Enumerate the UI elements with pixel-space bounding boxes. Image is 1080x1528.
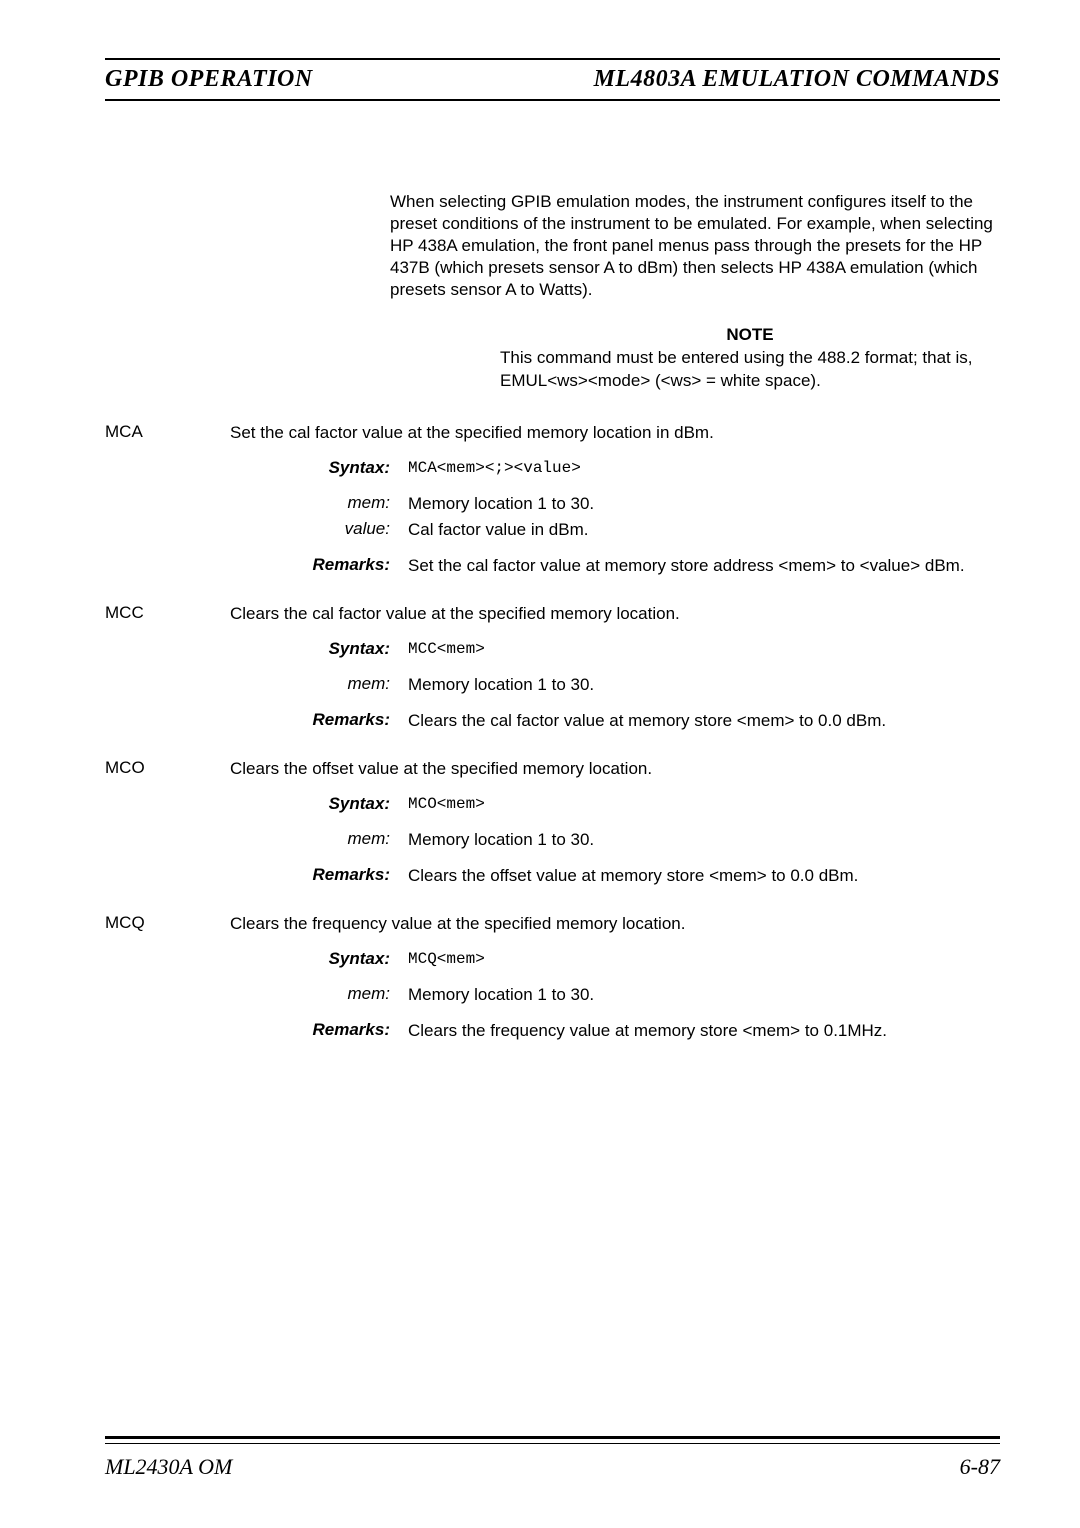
remarks-label: Remarks: xyxy=(230,1020,408,1040)
param-label: mem: xyxy=(230,493,408,513)
param-label: mem: xyxy=(230,984,408,1004)
note-title: NOTE xyxy=(500,325,1000,345)
syntax-value: MCA<mem><;><value> xyxy=(408,458,1000,479)
command-name: MCO xyxy=(105,758,230,778)
command-desc: Clears the frequency value at the specif… xyxy=(230,913,1000,935)
command-mco: MCO Clears the offset value at the speci… xyxy=(105,758,1000,887)
footer-right: 6-87 xyxy=(960,1454,1000,1480)
page-footer: ML2430A OM 6-87 xyxy=(105,1436,1000,1480)
note-body: This command must be entered using the 4… xyxy=(500,347,1000,391)
syntax-label: Syntax: xyxy=(230,458,408,478)
param-value: Cal factor value in dBm. xyxy=(408,519,1000,541)
syntax-label: Syntax: xyxy=(230,949,408,969)
header-right: ML4803A EMULATION COMMANDS xyxy=(594,66,1000,93)
remarks-label: Remarks: xyxy=(230,865,408,885)
note-block: NOTE This command must be entered using … xyxy=(500,325,1000,391)
syntax-value: MCQ<mem> xyxy=(408,949,1000,970)
header-left: GPIB OPERATION xyxy=(105,66,313,93)
remarks-label: Remarks: xyxy=(230,555,408,575)
param-value: Memory location 1 to 30. xyxy=(408,674,1000,696)
remarks-value: Set the cal factor value at memory store… xyxy=(408,555,1000,577)
syntax-label: Syntax: xyxy=(230,639,408,659)
footer-rule-thick xyxy=(105,1436,1000,1439)
footer-rule-thin xyxy=(105,1443,1000,1444)
remarks-value: Clears the frequency value at memory sto… xyxy=(408,1020,1000,1042)
param-value: Memory location 1 to 30. xyxy=(408,493,1000,515)
param-label: mem: xyxy=(230,829,408,849)
remarks-value: Clears the offset value at memory store … xyxy=(408,865,1000,887)
param-label: mem: xyxy=(230,674,408,694)
top-rule xyxy=(105,58,1000,60)
param-value: Memory location 1 to 30. xyxy=(408,829,1000,851)
remarks-label: Remarks: xyxy=(230,710,408,730)
command-mcc: MCC Clears the cal factor value at the s… xyxy=(105,603,1000,732)
command-desc: Clears the offset value at the specified… xyxy=(230,758,1000,780)
command-name: MCA xyxy=(105,422,230,442)
syntax-value: MCO<mem> xyxy=(408,794,1000,815)
page-header: GPIB OPERATION ML4803A EMULATION COMMAND… xyxy=(105,66,1000,101)
command-desc: Set the cal factor value at the specifie… xyxy=(230,422,1000,444)
command-mcq: MCQ Clears the frequency value at the sp… xyxy=(105,913,1000,1042)
syntax-label: Syntax: xyxy=(230,794,408,814)
syntax-value: MCC<mem> xyxy=(408,639,1000,660)
page: GPIB OPERATION ML4803A EMULATION COMMAND… xyxy=(0,0,1080,1528)
intro-paragraph: When selecting GPIB emulation modes, the… xyxy=(390,191,1000,301)
command-mca: MCA Set the cal factor value at the spec… xyxy=(105,422,1000,577)
command-name: MCC xyxy=(105,603,230,623)
command-name: MCQ xyxy=(105,913,230,933)
remarks-value: Clears the cal factor value at memory st… xyxy=(408,710,1000,732)
param-value: Memory location 1 to 30. xyxy=(408,984,1000,1006)
command-desc: Clears the cal factor value at the speci… xyxy=(230,603,1000,625)
param-label: value: xyxy=(230,519,408,539)
footer-left: ML2430A OM xyxy=(105,1454,232,1480)
